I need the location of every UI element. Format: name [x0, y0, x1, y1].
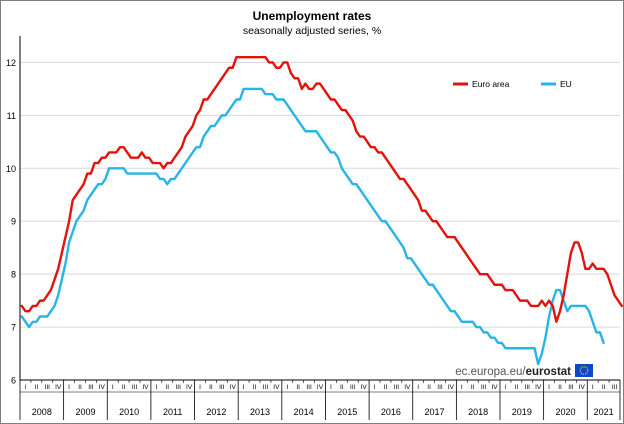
x-quarter-label: IV — [99, 384, 106, 391]
x-year-label: 2018 — [468, 407, 488, 417]
x-quarter-label: I — [286, 384, 288, 391]
x-quarter-label: III — [525, 384, 531, 391]
y-tick-label: 10 — [6, 164, 16, 174]
x-quarter-label: III — [350, 384, 356, 391]
gridlines — [20, 61, 620, 328]
x-year-label: 2013 — [250, 407, 270, 417]
x-quarter-label: IV — [404, 384, 411, 391]
x-year-label: 2011 — [163, 407, 182, 417]
x-quarter-label: I — [155, 384, 157, 391]
eu-flag-icon — [575, 364, 593, 377]
x-quarter-label: III — [612, 384, 618, 391]
x-quarter-label: IV — [491, 384, 498, 391]
x-quarter-label: II — [296, 384, 300, 391]
x-quarter-label: III — [132, 384, 138, 391]
x-quarter-label: II — [384, 384, 388, 391]
x-quarter-label: I — [330, 384, 332, 391]
x-year-label: 2012 — [206, 407, 226, 417]
x-quarter-label: I — [112, 384, 114, 391]
x-quarter-label: IV — [579, 384, 586, 391]
x-quarter-label: I — [374, 384, 376, 391]
x-quarter-label: II — [122, 384, 126, 391]
x-quarter-label: II — [35, 384, 39, 391]
x-year-label: 2019 — [512, 407, 532, 417]
x-quarter-label: III — [568, 384, 574, 391]
x-quarter-label: III — [437, 384, 443, 391]
x-quarter-label: I — [505, 384, 507, 391]
x-quarter-label: I — [548, 384, 550, 391]
x-year-label: 2016 — [381, 407, 401, 417]
x-quarter-label: III — [263, 384, 269, 391]
x-quarter-label: II — [78, 384, 82, 391]
y-axis: 6 7 8 9 10 11 12 — [6, 36, 21, 386]
x-quarter-label: II — [253, 384, 257, 391]
x-quarter-label: II — [558, 384, 562, 391]
chart-title: Unemployment rates — [253, 9, 372, 23]
x-quarter-label: III — [394, 384, 400, 391]
svg-text:ec.europa.eu/eurostat: ec.europa.eu/eurostat — [455, 366, 571, 378]
x-quarter-label: IV — [230, 384, 237, 391]
x-quarter-label: III — [45, 384, 51, 391]
y-tick-label: 6 — [11, 376, 16, 386]
x-quarter-label: IV — [186, 384, 193, 391]
x-year-label: 2020 — [555, 407, 575, 417]
y-tick-label: 8 — [11, 270, 16, 280]
x-quarter-label: III — [175, 384, 181, 391]
x-quarter-label: IV — [448, 384, 455, 391]
x-quarter-label: IV — [55, 384, 62, 391]
x-quarter-label: I — [243, 384, 245, 391]
x-quarter-label: II — [165, 384, 169, 391]
x-year-label: 2010 — [119, 407, 139, 417]
y-tick-label: 7 — [11, 323, 16, 333]
x-quarter-label: II — [209, 384, 213, 391]
series-line-eu — [20, 87, 605, 366]
x-quarter-label: I — [68, 384, 70, 391]
y-tick-label: 11 — [7, 111, 16, 121]
x-quarter-label: IV — [273, 384, 280, 391]
source-url: ec.europa.eu/ — [455, 366, 526, 378]
legend-label-euro-area: Euro area — [472, 79, 510, 89]
x-quarter-label: IV — [361, 384, 368, 391]
x-quarter-label: I — [592, 384, 594, 391]
x-year-label: 2009 — [75, 407, 95, 417]
x-quarter-label: I — [199, 384, 201, 391]
source-brand: eurostat — [526, 366, 572, 378]
x-quarter-label: II — [515, 384, 519, 391]
x-quarter-label: II — [340, 384, 344, 391]
chart-subtitle: seasonally adjusted series, % — [243, 25, 381, 37]
x-quarter-label: III — [88, 384, 94, 391]
x-quarter-label: II — [602, 384, 606, 391]
x-quarter-label: I — [417, 384, 419, 391]
x-year-label: 2015 — [337, 407, 357, 417]
legend-label-eu: EU — [560, 79, 572, 89]
y-tick-label: 9 — [11, 217, 16, 227]
source-footer: ec.europa.eu/eurostat — [455, 364, 593, 378]
x-quarter-label: II — [471, 384, 475, 391]
x-quarter-label: IV — [317, 384, 324, 391]
x-quarter-label: I — [25, 384, 27, 391]
y-tick-label: 12 — [6, 58, 16, 68]
x-quarter-label: I — [461, 384, 463, 391]
x-quarter-label: IV — [142, 384, 149, 391]
x-year-label: 2014 — [294, 407, 314, 417]
x-year-label: 2021 — [594, 407, 614, 417]
x-quarter-label: II — [427, 384, 431, 391]
x-quarter-label: III — [219, 384, 225, 391]
x-year-label: 2017 — [425, 407, 445, 417]
x-quarter-label: IV — [535, 384, 542, 391]
series-lines — [20, 55, 624, 366]
x-quarter-label: III — [306, 384, 312, 391]
x-year-label: 2008 — [32, 407, 52, 417]
legend: Euro area EU — [453, 79, 572, 89]
x-quarter-label: III — [481, 384, 487, 391]
series-line-euro-area — [20, 55, 624, 323]
